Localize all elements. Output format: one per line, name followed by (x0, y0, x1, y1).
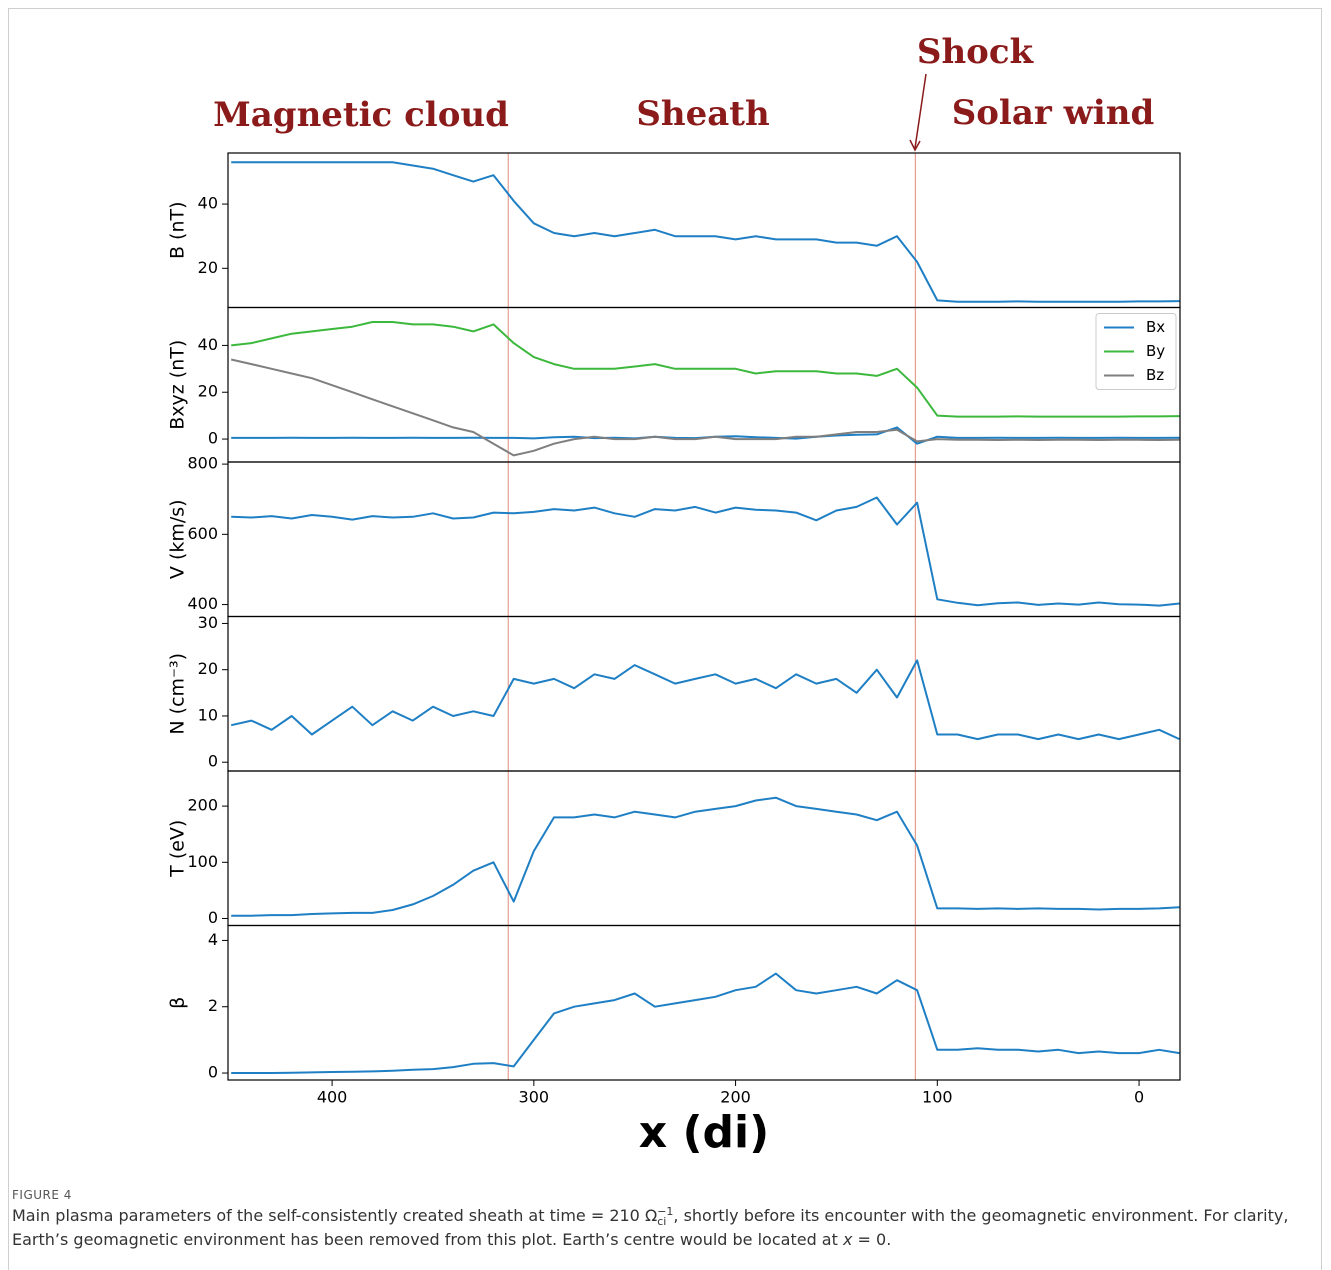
shock-arrow (914, 73, 927, 149)
omega-scripts: −1 ci (657, 1204, 674, 1228)
y-tick-label: 600 (187, 524, 218, 543)
figure-frame (8, 8, 1322, 1270)
caption-part: Main plasma parameters of the self-consi… (12, 1206, 645, 1225)
caption: FIGURE 4 Main plasma parameters of the s… (12, 1186, 1322, 1252)
omega-sup: −1 (657, 1204, 674, 1218)
omega: Ω (644, 1206, 658, 1225)
data-line (231, 496, 1180, 607)
legend-label: Bz (1146, 366, 1164, 384)
data-line (230, 659, 1180, 741)
y-tick-label: 400 (187, 594, 218, 613)
legend-box (1095, 313, 1177, 390)
y-tick-label: 10 (198, 705, 218, 724)
y-axis-label: β (167, 997, 189, 1009)
y-tick-label: 0 (208, 752, 218, 771)
figure-label: FIGURE 4 (12, 1188, 72, 1202)
panel-frame (227, 461, 1181, 618)
caption-text: Main plasma parameters of the self-consi… (12, 1204, 1322, 1252)
y-tick-label: 20 (198, 659, 218, 678)
y-axis-label: N (cm⁻³) (167, 653, 189, 735)
y-tick-label: 0 (208, 429, 218, 448)
panel-frame (227, 615, 1181, 772)
y-tick-label: 40 (198, 335, 218, 354)
data-line (231, 972, 1180, 1074)
y-tick-label: 40 (198, 194, 218, 213)
y-tick-label: 4 (208, 930, 218, 949)
x-tick-label: 300 (519, 1088, 550, 1107)
y-axis-label: V (km/s) (167, 499, 189, 579)
data-line (231, 796, 1180, 917)
x-tick-label: 400 (317, 1088, 348, 1107)
x-tick-label: 0 (1134, 1088, 1144, 1107)
legend-label: Bx (1146, 318, 1165, 336)
y-tick-label: 2 (208, 996, 218, 1015)
chart: Magnetic cloud Sheath Solar wind Shock 2… (167, 32, 1181, 1158)
y-tick-label: 200 (187, 796, 218, 815)
y-tick-label: 30 (198, 613, 218, 632)
data-line (231, 426, 1180, 445)
region-label: Magnetic cloud (213, 95, 509, 135)
data-line (231, 161, 1180, 303)
y-tick-label: 20 (198, 382, 218, 401)
x-axis-label: x (di) (639, 1107, 770, 1158)
omega-sub: ci (657, 1214, 667, 1228)
y-tick-label: 20 (198, 258, 218, 277)
panel-frame (227, 770, 1181, 927)
panel-frame (227, 152, 1181, 309)
y-axis-label: B (nT) (167, 201, 189, 259)
caption-var: x (842, 1230, 853, 1249)
shock-label: Shock (917, 32, 1035, 72)
region-label: Solar wind (952, 93, 1155, 133)
data-line (231, 321, 1180, 418)
y-tick-label: 0 (208, 908, 218, 927)
region-label: Sheath (636, 94, 769, 134)
legend-label: By (1146, 342, 1165, 360)
panel-frame (227, 924, 1181, 1081)
y-axis-label: T (eV) (167, 820, 189, 878)
y-tick-label: 800 (187, 454, 218, 473)
y-tick-label: 0 (208, 1063, 218, 1082)
x-tick-label: 200 (720, 1088, 751, 1107)
shock-arrow-head (909, 139, 921, 152)
x-tick-label: 100 (922, 1088, 953, 1107)
data-line (230, 358, 1180, 457)
caption-part: , shortly before its encounter with the … (12, 1206, 1289, 1249)
y-tick-label: 100 (187, 852, 218, 871)
y-axis-label: Bxyz (nT) (167, 340, 189, 430)
caption-part: = 0. (852, 1230, 892, 1249)
